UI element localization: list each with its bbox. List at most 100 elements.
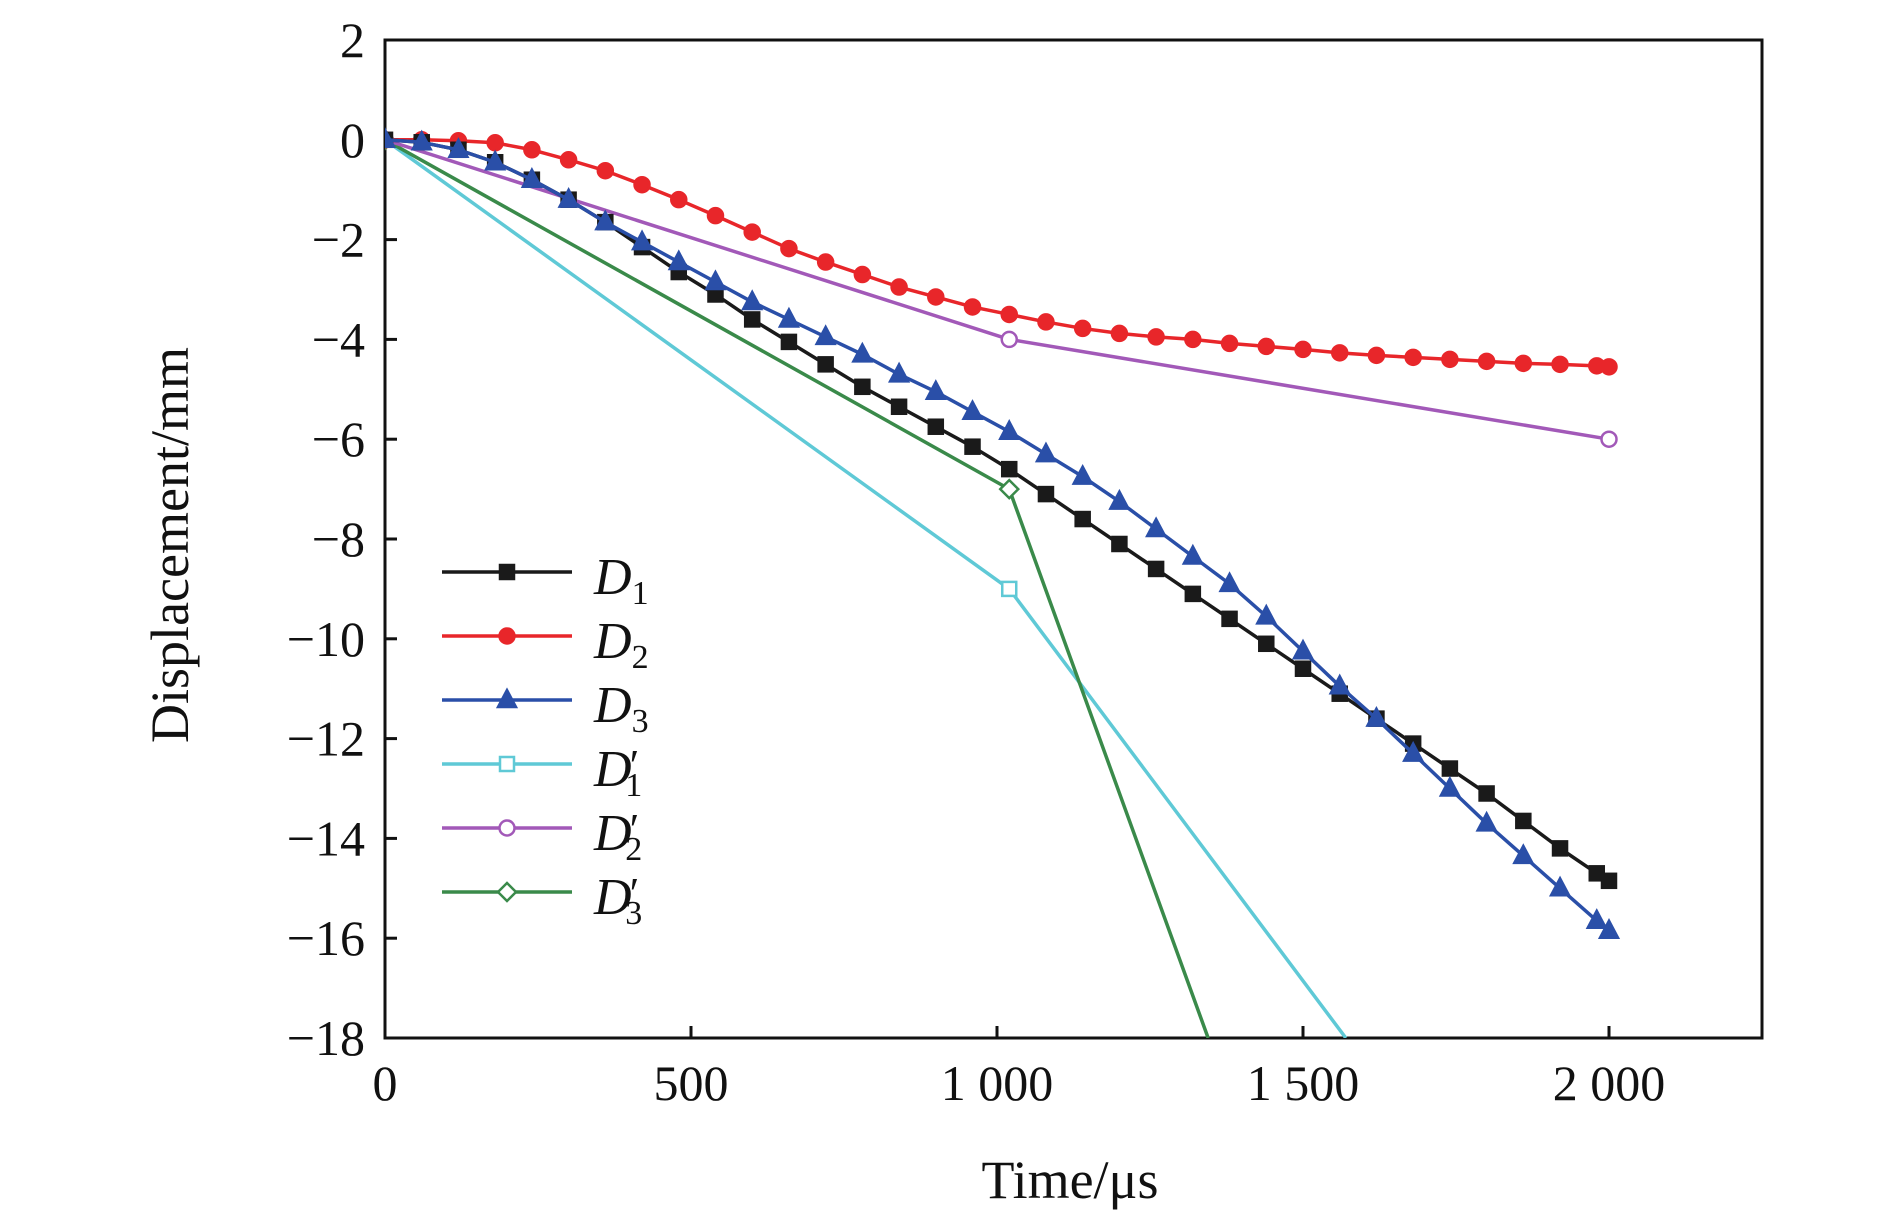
legend-label: D2 — [593, 613, 649, 676]
data-point — [1000, 305, 1018, 324]
legend-item: D′2 — [442, 805, 642, 868]
legend-marker — [498, 627, 516, 645]
data-point — [1597, 918, 1621, 939]
legend-label: D1 — [593, 549, 649, 612]
data-point — [1367, 346, 1386, 365]
data-point — [486, 134, 504, 152]
data-point — [1074, 510, 1091, 528]
legend-item: D′3 — [442, 869, 642, 932]
data-point — [780, 333, 798, 351]
series-line — [385, 138, 1610, 441]
data-point — [817, 356, 834, 373]
data-point — [484, 149, 507, 171]
data-point — [1512, 843, 1535, 865]
data-point — [890, 398, 908, 416]
data-point — [1220, 334, 1239, 353]
data-point — [964, 438, 981, 455]
data-point — [1147, 328, 1165, 346]
data-point — [1328, 673, 1351, 695]
legend-label: D3 — [593, 677, 649, 740]
data-point — [963, 298, 982, 316]
x-tick-label: 500 — [654, 1055, 729, 1111]
data-point — [1037, 313, 1055, 331]
y-tick-label: −18 — [287, 1010, 365, 1066]
data-point — [1551, 840, 1569, 857]
data-point — [1145, 516, 1168, 538]
data-point — [888, 361, 911, 383]
data-point — [816, 253, 835, 271]
legend-item: D′1 — [442, 741, 642, 804]
data-point — [596, 161, 615, 180]
data-point — [1441, 760, 1459, 777]
data-point — [385, 127, 397, 149]
data-point — [1000, 460, 1018, 478]
data-point — [520, 167, 543, 188]
data-point — [1402, 740, 1425, 762]
x-axis-title: Time/μs — [981, 1150, 1158, 1210]
data-point — [706, 206, 725, 225]
data-point — [594, 209, 617, 231]
data-point — [1218, 571, 1241, 593]
y-tick-label: 2 — [340, 12, 365, 68]
legend-marker — [496, 881, 518, 903]
data-point — [1037, 485, 1055, 503]
data-point — [1147, 560, 1165, 578]
y-tick-label: −2 — [312, 212, 365, 268]
y-tick-label: −16 — [287, 910, 365, 966]
legend-label: D′1 — [593, 741, 642, 804]
data-point — [1000, 580, 1018, 598]
legend-marker — [498, 563, 516, 581]
data-point — [1441, 350, 1459, 369]
data-point — [741, 289, 764, 311]
data-point — [743, 223, 761, 241]
data-point — [704, 269, 727, 291]
legend-label: D′3 — [593, 869, 642, 932]
data-point — [1257, 337, 1276, 356]
data-point — [1110, 324, 1129, 343]
y-tick-label: −12 — [287, 711, 365, 767]
series-d3 — [385, 127, 1621, 939]
data-point — [523, 141, 541, 159]
data-point — [1294, 340, 1312, 359]
data-point — [1514, 354, 1533, 373]
data-point — [1034, 441, 1058, 463]
data-point — [1111, 535, 1128, 553]
data-point — [559, 151, 578, 169]
series-layer — [385, 127, 1621, 1038]
data-point — [1000, 330, 1018, 349]
data-point — [927, 418, 945, 435]
series-line — [385, 138, 1611, 933]
data-point — [853, 265, 872, 284]
data-point — [851, 341, 874, 363]
data-point — [1438, 775, 1461, 797]
data-point — [1221, 610, 1238, 628]
data-point — [670, 190, 688, 209]
y-tick-label: −14 — [287, 810, 365, 866]
data-point — [1184, 585, 1202, 603]
legend-item: D3 — [442, 677, 649, 740]
y-axis-title: Displacement/mm — [140, 347, 200, 743]
x-tick-label: 2 000 — [1553, 1055, 1666, 1111]
data-point — [630, 229, 654, 251]
data-point — [1073, 319, 1092, 338]
data-point — [924, 379, 947, 401]
data-point — [1365, 705, 1388, 727]
data-point — [667, 249, 690, 271]
data-point — [1585, 908, 1608, 929]
data-point — [1258, 635, 1275, 653]
data-point — [410, 129, 433, 151]
data-point — [998, 478, 1021, 500]
y-tick-label: −4 — [312, 311, 365, 367]
data-point — [1404, 348, 1422, 367]
series-d2-prime — [385, 138, 1618, 448]
data-point — [1330, 344, 1349, 362]
data-point — [1477, 352, 1496, 371]
data-point — [854, 378, 871, 396]
data-point — [1515, 812, 1532, 830]
data-point — [1291, 638, 1315, 660]
series-d2 — [385, 131, 1618, 376]
data-point — [890, 278, 908, 296]
data-point — [557, 187, 580, 208]
